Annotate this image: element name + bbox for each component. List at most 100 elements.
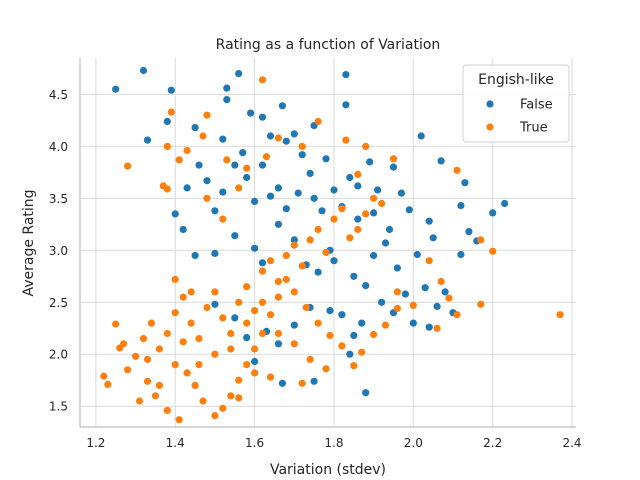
data-point bbox=[437, 157, 445, 165]
y-tick-label: 4.5 bbox=[49, 88, 68, 102]
data-point bbox=[378, 298, 386, 306]
data-point bbox=[231, 314, 239, 322]
data-point bbox=[199, 132, 207, 140]
data-point bbox=[258, 329, 267, 338]
data-point bbox=[342, 101, 350, 109]
data-point bbox=[290, 340, 298, 348]
data-point bbox=[425, 257, 433, 265]
data-point bbox=[501, 199, 509, 208]
data-point bbox=[219, 135, 227, 143]
x-tick-label: 1.4 bbox=[166, 436, 185, 450]
x-tick-label: 1.8 bbox=[324, 436, 343, 450]
data-point bbox=[155, 345, 163, 353]
data-point bbox=[314, 117, 322, 125]
data-point bbox=[266, 132, 275, 140]
data-point bbox=[338, 205, 346, 213]
data-point bbox=[163, 117, 171, 125]
data-point bbox=[227, 345, 235, 353]
data-point bbox=[350, 331, 358, 340]
data-point bbox=[381, 239, 390, 247]
data-point bbox=[211, 207, 219, 215]
data-point bbox=[251, 345, 259, 353]
legend-label-false: False bbox=[520, 98, 553, 113]
data-point bbox=[112, 85, 120, 93]
data-point bbox=[274, 220, 282, 228]
data-point bbox=[258, 298, 267, 306]
chart-title: Rating as a function of Variation bbox=[216, 37, 441, 53]
data-point bbox=[346, 234, 354, 242]
data-point bbox=[310, 377, 318, 385]
data-point bbox=[330, 215, 338, 223]
data-point bbox=[235, 376, 243, 384]
data-point bbox=[389, 155, 398, 163]
data-point bbox=[171, 309, 179, 317]
data-point bbox=[326, 331, 334, 340]
data-point bbox=[477, 300, 485, 308]
y-tick-labels: 1.5 2.0 2.5 3.0 3.5 4.0 4.5 bbox=[49, 88, 68, 414]
data-point bbox=[457, 202, 465, 210]
data-point bbox=[143, 377, 152, 385]
data-point bbox=[290, 241, 298, 249]
data-point bbox=[282, 205, 290, 213]
data-point bbox=[135, 397, 144, 405]
data-point bbox=[231, 232, 239, 240]
data-point bbox=[179, 293, 187, 301]
data-point bbox=[151, 392, 159, 400]
data-point bbox=[251, 369, 259, 377]
legend-box bbox=[462, 64, 570, 143]
x-tick-label: 2.2 bbox=[483, 436, 502, 450]
data-point bbox=[282, 275, 290, 283]
data-point bbox=[274, 293, 282, 301]
data-point bbox=[417, 132, 425, 140]
data-point bbox=[370, 251, 378, 260]
data-point bbox=[302, 303, 310, 312]
data-point bbox=[489, 209, 497, 217]
data-point bbox=[381, 321, 390, 329]
data-point bbox=[397, 189, 405, 197]
data-point bbox=[342, 136, 350, 144]
data-point bbox=[358, 348, 366, 356]
data-point bbox=[366, 158, 374, 166]
legend-marker-false bbox=[486, 100, 494, 108]
series-false bbox=[112, 66, 509, 397]
data-point bbox=[314, 225, 322, 234]
data-point bbox=[239, 149, 247, 157]
data-point bbox=[143, 136, 152, 144]
data-point bbox=[139, 66, 148, 75]
data-point bbox=[318, 207, 326, 215]
data-point bbox=[266, 311, 275, 319]
y-tick-label: 3.5 bbox=[49, 192, 68, 206]
data-point bbox=[163, 406, 171, 414]
x-axis-title: Variation (stdev) bbox=[270, 462, 386, 478]
data-point bbox=[346, 350, 354, 358]
data-point bbox=[274, 277, 282, 286]
y-tick-label: 1.5 bbox=[49, 400, 68, 414]
data-point bbox=[389, 163, 398, 171]
axes bbox=[79, 58, 576, 428]
data-point bbox=[187, 288, 195, 296]
data-point bbox=[294, 189, 302, 197]
data-point bbox=[358, 319, 366, 327]
data-point bbox=[274, 134, 282, 142]
data-point bbox=[251, 197, 259, 205]
data-point bbox=[211, 300, 219, 308]
x-tick-labels: 1.2 1.4 1.6 1.8 2.0 2.2 2.4 bbox=[86, 436, 581, 450]
data-point bbox=[298, 151, 306, 159]
data-point bbox=[247, 109, 255, 117]
data-point bbox=[243, 173, 251, 182]
legend-label-true: True bbox=[519, 121, 548, 136]
data-point bbox=[203, 177, 211, 185]
y-tick-label: 3.0 bbox=[49, 244, 68, 258]
data-point bbox=[354, 215, 362, 223]
data-point bbox=[167, 108, 175, 116]
data-point bbox=[421, 284, 429, 292]
data-point bbox=[385, 225, 394, 234]
data-point bbox=[183, 184, 191, 192]
data-point bbox=[171, 210, 179, 218]
data-point bbox=[163, 329, 171, 338]
data-point bbox=[199, 397, 207, 405]
data-point bbox=[266, 257, 275, 265]
data-point bbox=[132, 352, 140, 360]
data-point bbox=[306, 355, 314, 363]
data-point bbox=[191, 124, 199, 132]
